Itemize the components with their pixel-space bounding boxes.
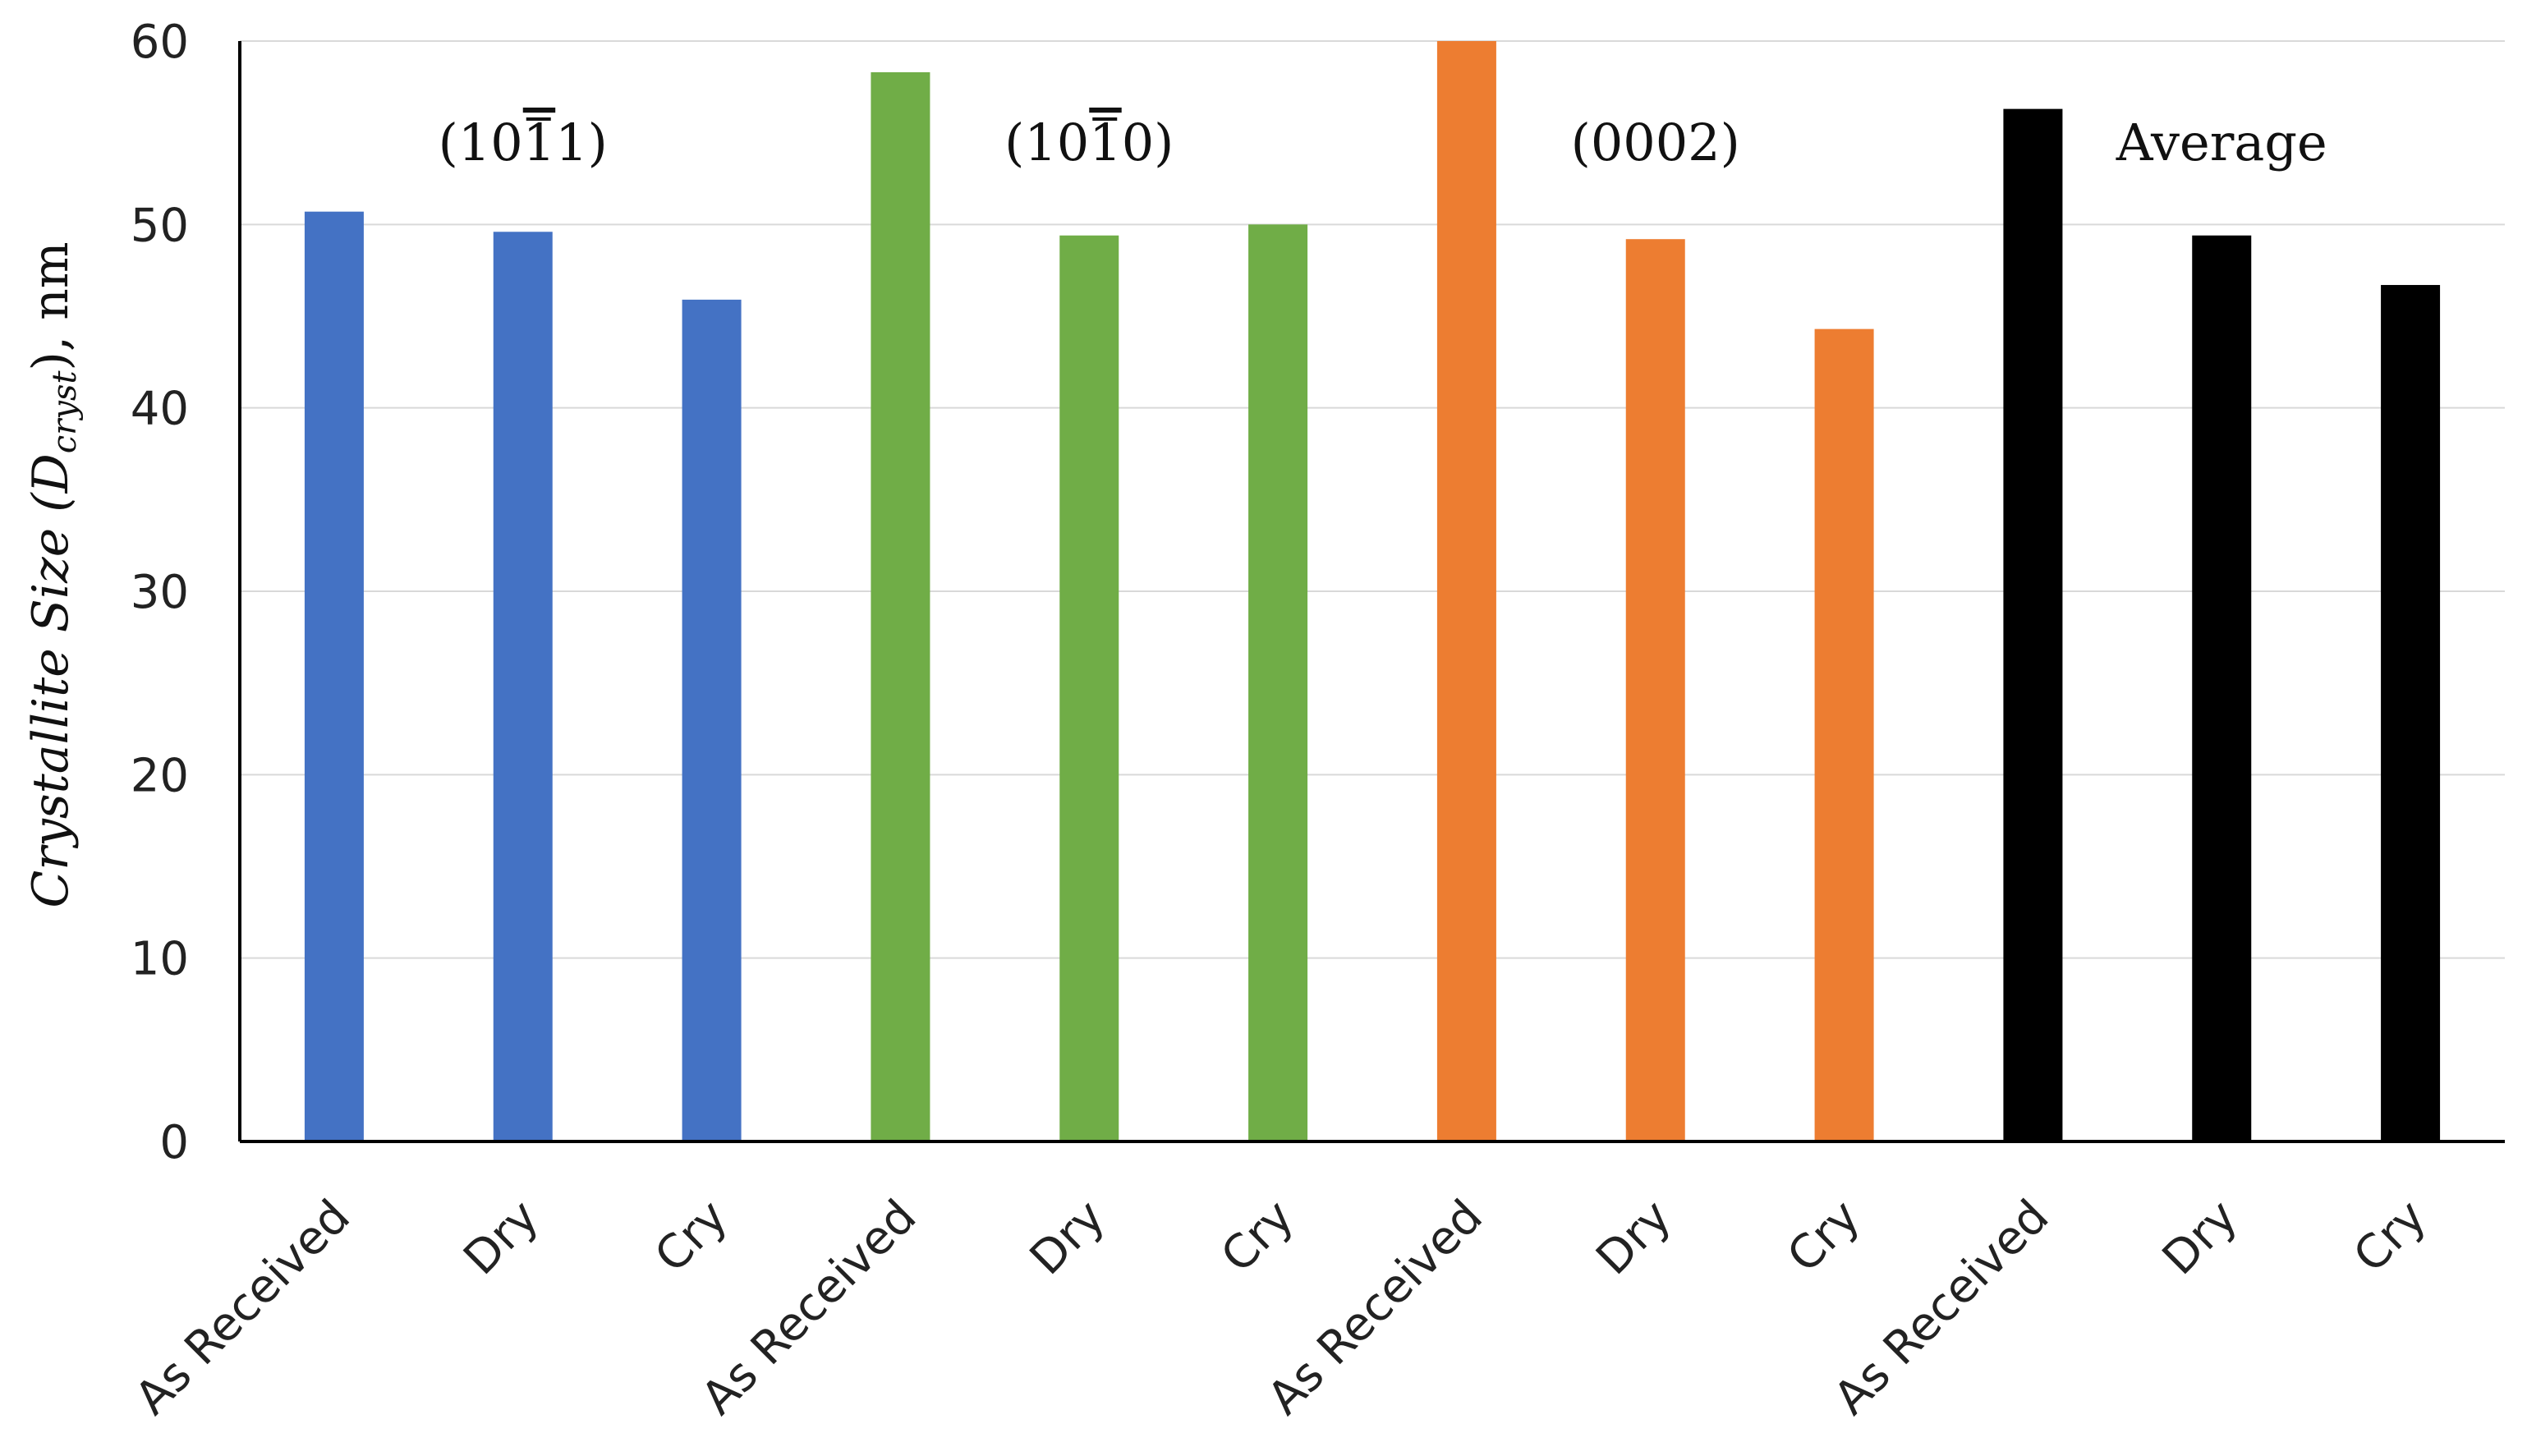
y-tick-label: 40 xyxy=(131,383,189,436)
y-tick-label: 0 xyxy=(159,1116,189,1169)
bar xyxy=(2192,235,2252,1141)
x-category-label: Dry xyxy=(1586,1190,1681,1285)
group-label: Average xyxy=(2116,113,2327,172)
bar xyxy=(1436,41,1496,1141)
group-labels: (1011) (1010) (0002) Average xyxy=(439,113,2327,172)
group-label: (1011) xyxy=(439,113,608,172)
group-label-part: (10 xyxy=(1004,113,1089,172)
group-label-part: 1) xyxy=(555,113,608,172)
group-label-part: 0) xyxy=(1122,113,1174,172)
bar xyxy=(1059,235,1119,1141)
y-tick-label: 50 xyxy=(131,199,189,252)
group-label: (0002) xyxy=(1571,113,1740,172)
x-category-label: Cry xyxy=(2344,1190,2437,1283)
bars xyxy=(304,41,2441,1142)
group-label-part: (0002) xyxy=(1571,113,1740,172)
bar xyxy=(682,299,742,1141)
y-tick-label: 30 xyxy=(131,566,189,619)
bar xyxy=(1814,328,1874,1142)
group-label-overbar-digit: 1 xyxy=(1089,113,1121,172)
x-category-label: Cry xyxy=(645,1190,737,1283)
gridlines xyxy=(240,40,2505,959)
group-label-part: Average xyxy=(2116,113,2327,172)
y-axis-label-suffix: ), nm xyxy=(22,241,80,370)
bar xyxy=(304,211,364,1142)
y-tick-label: 60 xyxy=(131,16,189,69)
bar xyxy=(493,232,553,1142)
group-label: (1010) xyxy=(1004,113,1174,172)
bar xyxy=(2003,108,2063,1142)
bar xyxy=(1625,239,1685,1142)
x-category-label: Cry xyxy=(1211,1190,1304,1283)
group-label-part: (10 xyxy=(439,113,523,172)
bar xyxy=(871,71,930,1141)
x-category-label: Cry xyxy=(1777,1190,1870,1283)
y-axis-ticks: 0 10 20 30 40 50 60 xyxy=(131,16,189,1169)
axes xyxy=(238,41,2505,1143)
y-tick-label: 10 xyxy=(131,933,189,986)
group-label-overbar-digit: 1 xyxy=(523,113,555,172)
x-category-label: Dry xyxy=(1020,1190,1115,1285)
y-axis-label-subscript: cryst xyxy=(46,370,84,454)
x-category-label: Dry xyxy=(2153,1190,2248,1285)
bar xyxy=(1248,224,1308,1141)
bar xyxy=(2381,285,2441,1141)
y-axis-label: Crystallite Size (Dcryst), nm xyxy=(22,241,84,907)
y-tick-label: 20 xyxy=(131,749,189,802)
x-category-label: As Received xyxy=(125,1190,360,1425)
x-category-label: Dry xyxy=(453,1190,549,1285)
y-axis-label-main: Crystallite Size (D xyxy=(22,453,80,907)
